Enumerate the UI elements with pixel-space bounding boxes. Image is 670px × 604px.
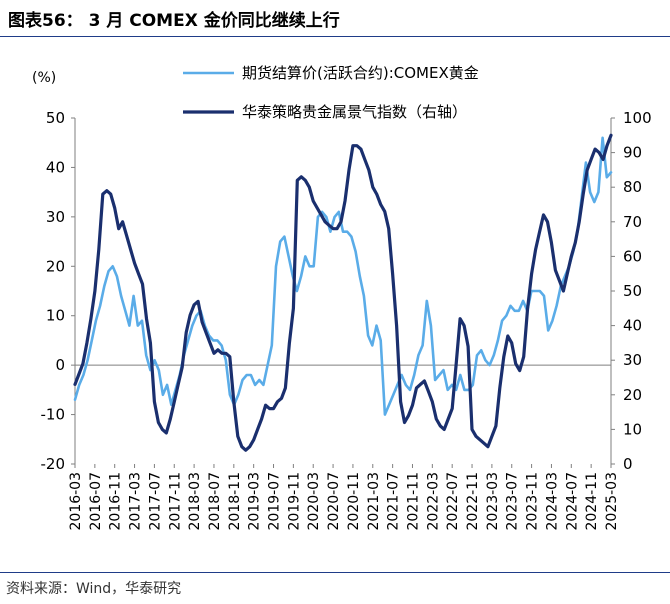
source-divider xyxy=(0,572,670,573)
y-right-tick-label: 40 xyxy=(623,317,642,335)
y-right-tick-label: 10 xyxy=(623,420,642,438)
y-right-tick-label: 90 xyxy=(623,144,642,162)
x-tick-label: 2017-07 xyxy=(147,472,163,531)
x-tick-label: 2016-07 xyxy=(88,472,104,531)
x-tick-label: 2019-07 xyxy=(267,472,283,531)
x-tick-label: 2022-03 xyxy=(425,472,441,531)
x-tick-label: 2017-03 xyxy=(128,472,144,531)
y-right-tick-label: 20 xyxy=(623,386,642,404)
x-tick-label: 2023-07 xyxy=(505,472,521,531)
x-tick-label: 2019-11 xyxy=(286,472,302,531)
x-tick-label: 2016-03 xyxy=(68,472,84,531)
y-left-tick-label: -10 xyxy=(41,406,66,424)
x-tick-label: 2021-03 xyxy=(366,472,382,531)
y-left-tick-label: 20 xyxy=(46,257,65,275)
y-right-tick-label: 60 xyxy=(623,247,642,265)
x-tick-label: 2024-03 xyxy=(544,472,560,531)
series-line-precious-metal-index xyxy=(73,133,613,452)
y-left-tick-label: 40 xyxy=(46,158,65,176)
x-tick-label: 2021-07 xyxy=(386,472,402,531)
y-left-tick-label: 10 xyxy=(46,307,65,325)
x-tick-label: 2024-07 xyxy=(564,472,580,531)
x-tick-label: 2018-07 xyxy=(207,472,223,531)
x-tick-label: 2018-03 xyxy=(187,472,203,531)
y-left-tick-label: 50 xyxy=(46,109,65,127)
x-tick-label: 2020-03 xyxy=(306,472,322,531)
x-tick-label: 2025-03 xyxy=(604,472,620,531)
source-note: 资料来源：Wind，华泰研究 xyxy=(6,581,182,597)
x-tick-label: 2020-07 xyxy=(326,472,342,531)
y-left-tick-label: 30 xyxy=(46,208,65,226)
title-divider xyxy=(0,36,670,37)
y-right-tick-label: 100 xyxy=(623,109,652,127)
y-right-tick-label: 70 xyxy=(623,213,642,231)
x-tick-label: 2022-11 xyxy=(465,472,481,531)
series-line-comex-gold-yoy xyxy=(73,136,613,416)
y-right-tick-label: 50 xyxy=(623,282,642,300)
x-tick-label: 2017-11 xyxy=(167,472,183,531)
x-tick-label: 2024-11 xyxy=(584,472,600,531)
x-tick-label: 2019-03 xyxy=(247,472,263,531)
figure-title: 图表56： 3 月 COMEX 金价同比继续上行 xyxy=(8,11,340,31)
x-tick-label: 2021-11 xyxy=(405,472,421,531)
legend-label-precious-metal-index: 华泰策略贵金属景气指数（右轴） xyxy=(242,103,467,121)
x-tick-label: 2023-11 xyxy=(525,472,541,531)
y-right-tick-label: 0 xyxy=(623,455,633,473)
y-left-unit-label: (%) xyxy=(32,70,56,86)
x-tick-label: 2020-11 xyxy=(346,472,362,531)
y-left-tick-label: -20 xyxy=(41,455,66,473)
x-tick-label: 2022-07 xyxy=(445,472,461,531)
legend-label-comex-gold-yoy: 期货结算价(活跃合约):COMEX黄金 xyxy=(242,64,479,82)
x-tick-label: 2018-11 xyxy=(227,472,243,531)
x-tick-label: 2023-03 xyxy=(485,472,501,530)
y-right-tick-label: 80 xyxy=(623,178,642,196)
x-tick-label: 2016-11 xyxy=(108,472,124,531)
y-right-tick-label: 30 xyxy=(623,351,642,369)
dual-axis-line-chart: 50403020100-10-2010090807060504030201002… xyxy=(32,64,652,531)
y-left-tick-label: 0 xyxy=(55,356,65,374)
